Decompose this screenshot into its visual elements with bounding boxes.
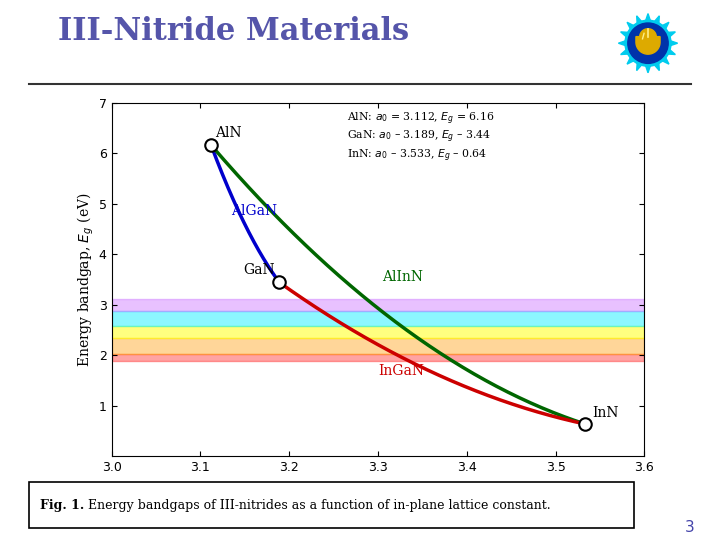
Polygon shape [662,22,669,29]
Bar [112,338,644,354]
Bar [112,299,644,311]
Polygon shape [646,66,650,73]
Polygon shape [654,64,660,71]
Polygon shape [618,41,625,45]
Polygon shape [636,37,660,54]
Polygon shape [639,29,657,37]
Polygon shape [621,50,628,55]
Polygon shape [636,16,642,23]
Text: AlN: AlN [215,126,242,140]
Polygon shape [627,22,634,29]
Polygon shape [662,58,669,64]
Text: AlInN: AlInN [382,270,423,284]
Text: InGaN: InGaN [378,364,424,379]
Polygon shape [654,16,660,23]
Text: AlGaN: AlGaN [231,204,278,218]
Y-axis label: Energy bandgap, $E_g$ (eV): Energy bandgap, $E_g$ (eV) [76,192,96,367]
Bar [112,326,644,338]
Text: 3: 3 [685,519,695,535]
Polygon shape [668,50,675,55]
Text: InN: InN [592,406,618,420]
Text: III-Nitride Materials: III-Nitride Materials [58,16,409,47]
Polygon shape [636,64,642,71]
Polygon shape [627,58,634,64]
Bar [112,311,644,326]
Circle shape [647,50,649,53]
Bar [112,354,644,361]
Polygon shape [671,41,678,45]
Circle shape [625,20,671,66]
Text: AlN: $a_0$ = 3.112, $E_g$ = 6.16
GaN: $a_0$ – 3.189, $E_g$ – 3.44
InN: $a_0$ – 3: AlN: $a_0$ = 3.112, $E_g$ = 6.16 GaN: $a… [347,110,495,164]
Polygon shape [621,32,628,37]
Polygon shape [668,32,675,37]
Text: Energy bandgaps of III-nitrides as a function of in-plane lattice constant.: Energy bandgaps of III-nitrides as a fun… [84,498,551,512]
X-axis label: Lattice constant, $a_0$ (angstrom): Lattice constant, $a_0$ (angstrom) [268,480,488,499]
Text: Fig. 1.: Fig. 1. [40,498,84,512]
Circle shape [628,23,668,63]
Text: GaN: GaN [243,264,275,278]
Polygon shape [646,14,650,21]
